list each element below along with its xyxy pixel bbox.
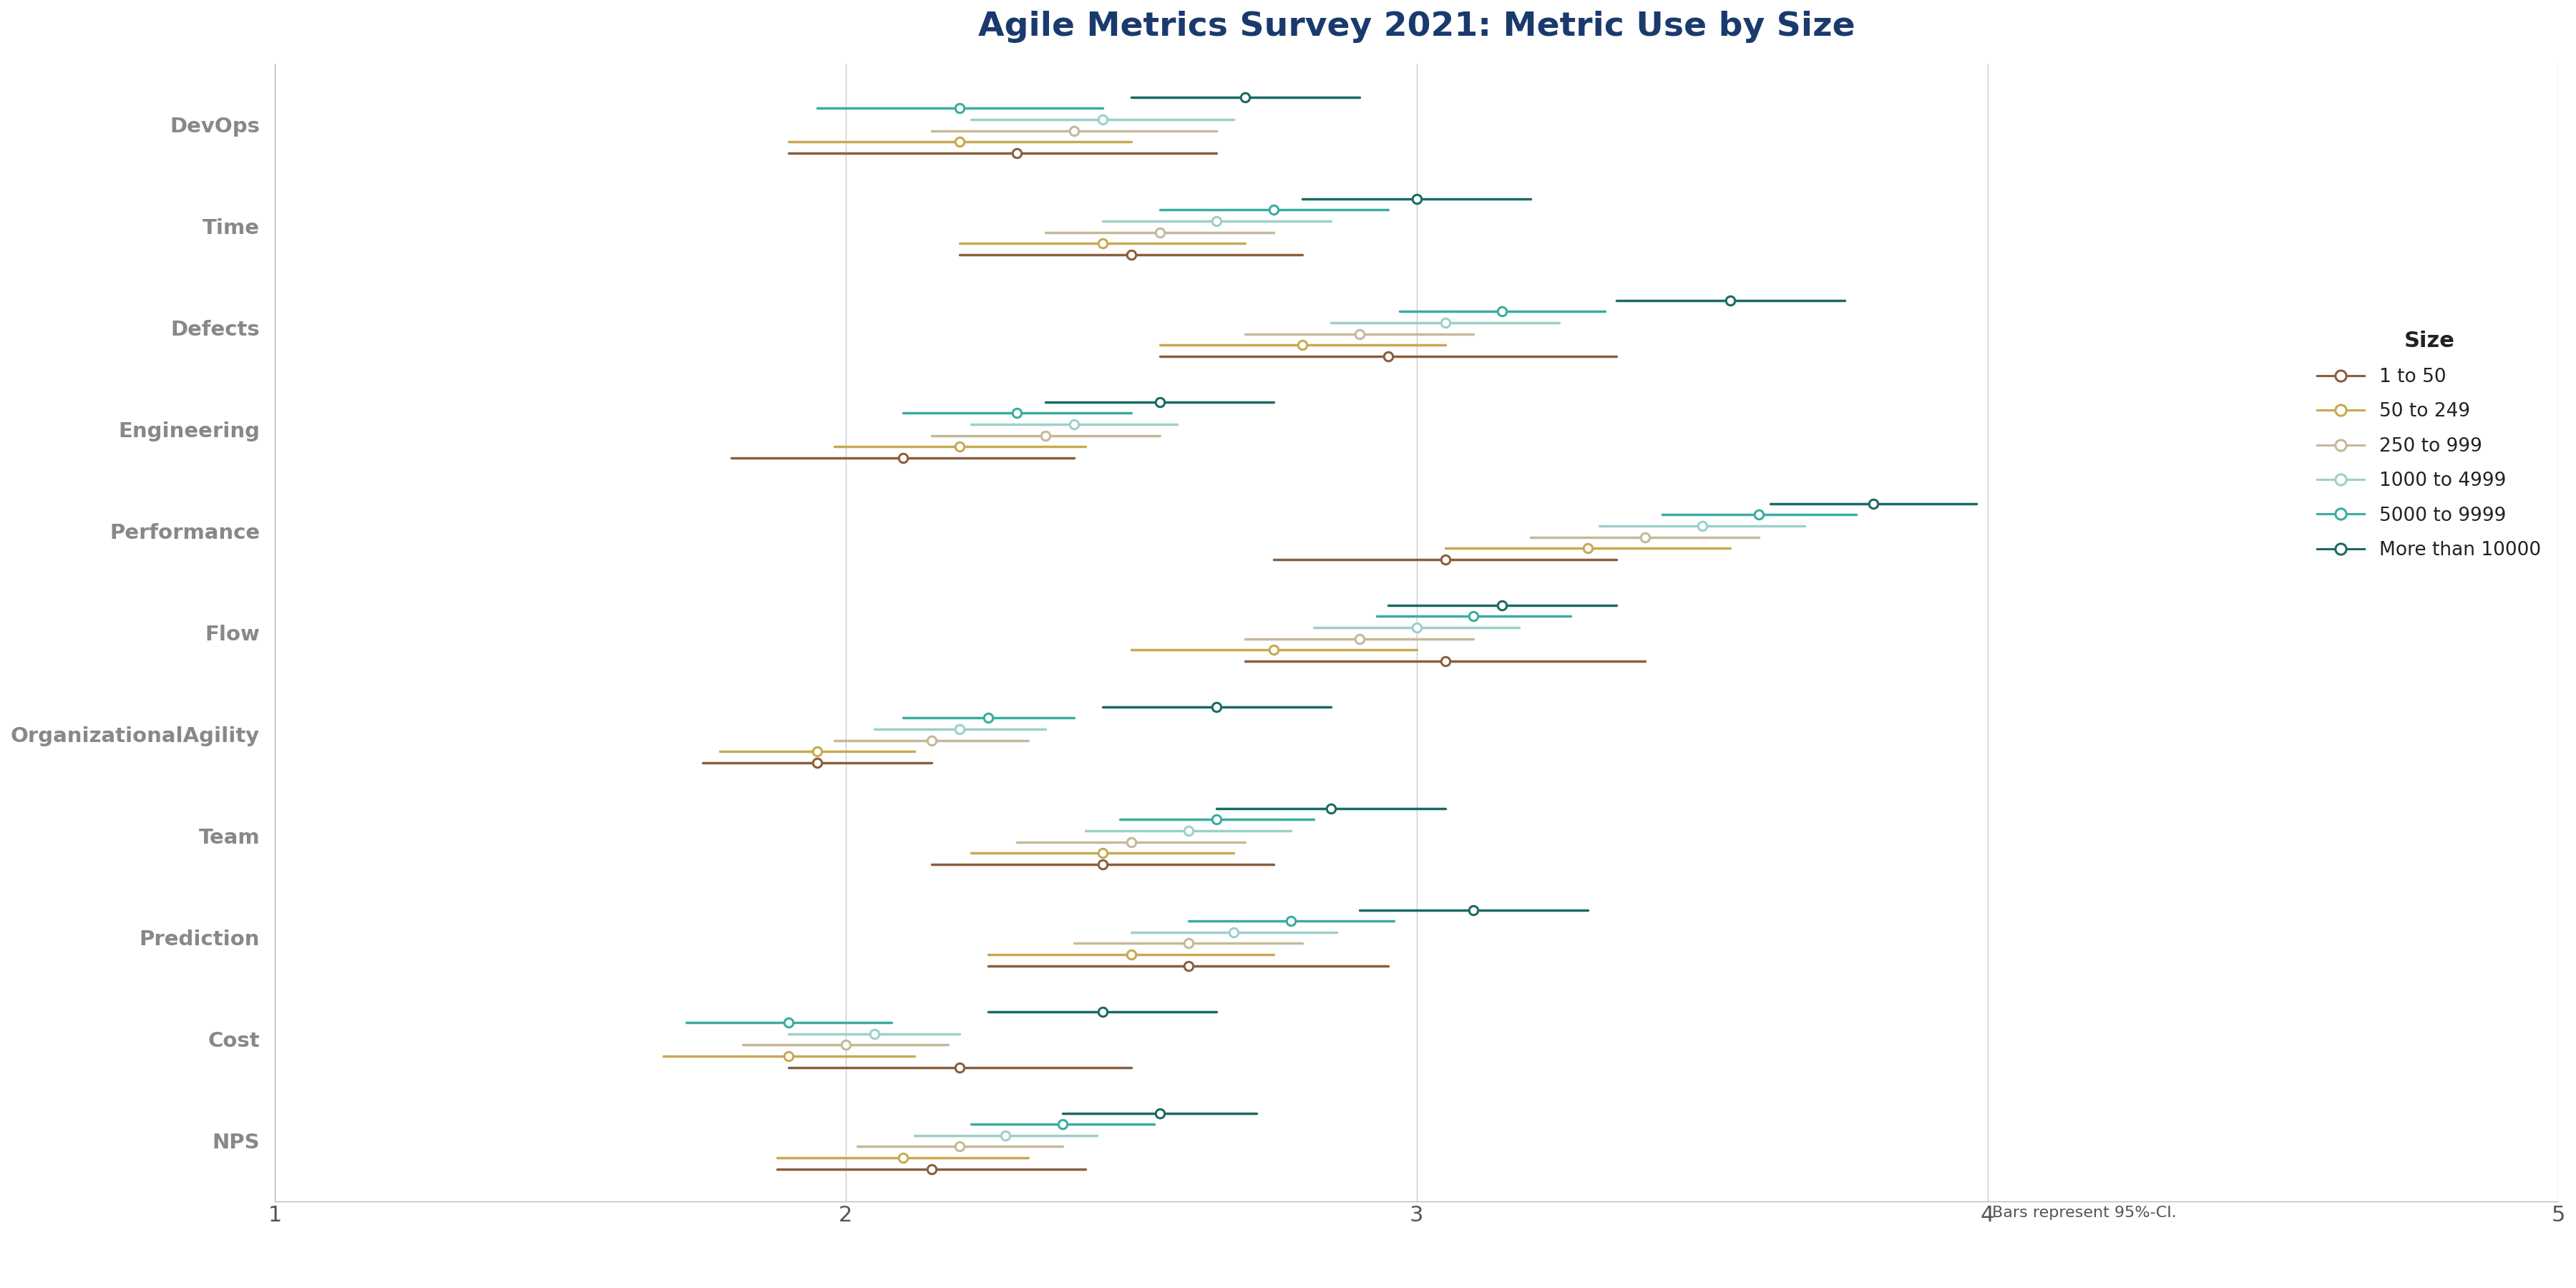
Text: Bars represent 95%-CI.: Bars represent 95%-CI. — [1991, 1206, 2177, 1220]
Title: Agile Metrics Survey 2021: Metric Use by Size: Agile Metrics Survey 2021: Metric Use by… — [979, 10, 1855, 43]
Legend: 1 to 50, 50 to 249, 250 to 999, 1000 to 4999, 5000 to 9999, More than 10000: 1 to 50, 50 to 249, 250 to 999, 1000 to … — [2311, 323, 2548, 567]
